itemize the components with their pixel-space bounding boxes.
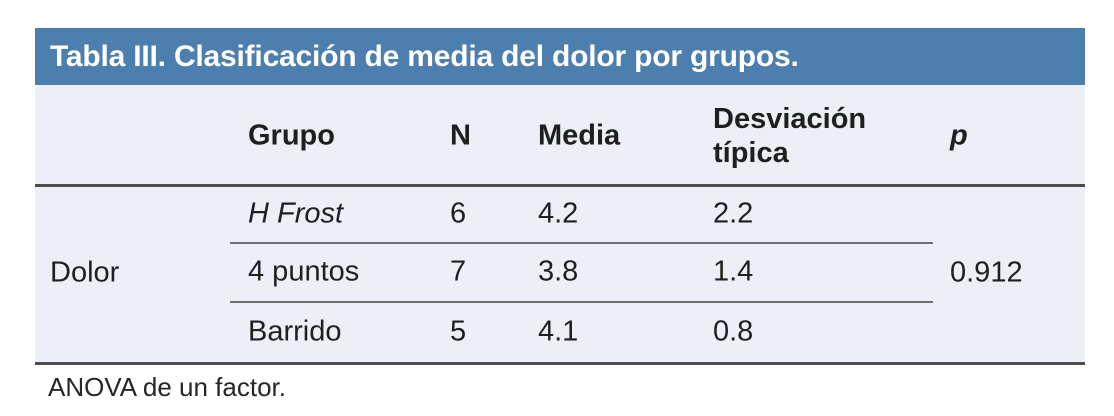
bottom-rule — [35, 362, 1085, 365]
table-row-cell-media: 3.8 — [538, 255, 579, 288]
row-separator — [230, 301, 933, 303]
table-row-cell-grupo: Barrido — [248, 315, 342, 348]
table-title: Tabla III. Clasificación de media del do… — [50, 39, 799, 73]
table-row-cell-desviacion: 0.8 — [713, 315, 754, 348]
table-row-cell-n: 7 — [450, 255, 467, 288]
column-header-media: Media — [538, 119, 621, 152]
merged-p-value: 0.912 — [950, 256, 1023, 289]
column-header-p: p — [950, 119, 968, 152]
table-row-cell-desviacion: 2.2 — [713, 197, 754, 230]
table-row-cell-n: 5 — [450, 315, 467, 348]
table-row-cell-n: 6 — [450, 197, 467, 230]
table-row-cell-media: 4.2 — [538, 197, 579, 230]
row-group-label-dolor: Dolor — [50, 256, 120, 289]
table-row-cell-grupo: H Frost — [248, 197, 344, 230]
table-row-cell-media: 4.1 — [538, 315, 579, 348]
table-row-cell-grupo: 4 puntos — [248, 255, 360, 288]
row-separator — [230, 242, 933, 244]
column-header-desviacion-tipica: Desviación típica — [713, 102, 867, 169]
table-footnote: ANOVA de un factor. — [48, 372, 286, 402]
header-rule — [35, 184, 1085, 187]
column-header-n: N — [450, 119, 471, 152]
table-title-bar: Tabla III. Clasificación de media del do… — [35, 28, 1085, 85]
table-body-background — [35, 85, 1085, 365]
table-row-cell-desviacion: 1.4 — [713, 255, 754, 288]
column-header-grupo: Grupo — [248, 119, 335, 152]
